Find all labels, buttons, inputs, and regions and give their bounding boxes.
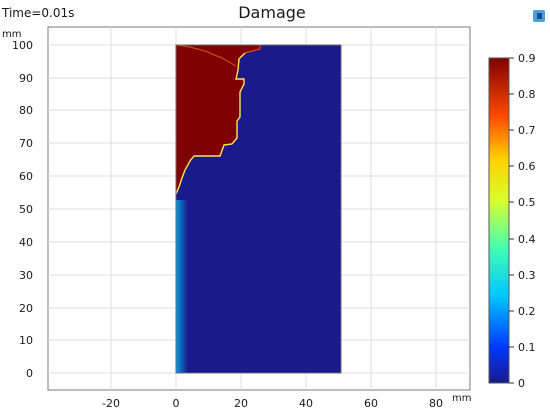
colorbar-tick-label: 0.3	[518, 269, 536, 282]
colorbar-tick-label: 0	[518, 377, 525, 390]
zoom-extents-icon[interactable]	[533, 10, 545, 22]
y-tick-label: 80	[19, 104, 33, 117]
colorbar-tick-label: 0.9	[518, 52, 536, 65]
colorbar-tick-label: 0.5	[518, 196, 536, 209]
left-edge-damage-band	[176, 200, 188, 373]
colorbar-tick-label: 0.1	[518, 341, 536, 354]
x-tick-label: 40	[299, 397, 313, 410]
upper-damage-fringe	[175, 44, 237, 67]
y-tick-label: 70	[19, 137, 33, 150]
x-tick-label: 20	[234, 397, 248, 410]
x-tick-label: -20	[102, 397, 120, 410]
x-tick-label: 80	[429, 397, 443, 410]
colorbar-tick-label: 0.6	[518, 160, 536, 173]
plot-title: Damage	[238, 3, 306, 22]
damage-field	[175, 44, 342, 374]
colorbar-gradient	[488, 57, 510, 384]
colorbar-tick-label: 0.7	[518, 124, 536, 137]
y-tick-label: 30	[19, 269, 33, 282]
time-label: Time=0.01s	[1, 6, 74, 20]
y-tick-label: 0	[26, 367, 33, 380]
y-tick-label: 50	[19, 203, 33, 216]
specimen-outline	[175, 44, 342, 374]
y-axis-ticks: 100 90 80 70 60 50 40 30 20 10 0	[12, 39, 33, 380]
y-tick-label: 60	[19, 170, 33, 183]
y-tick-label: 20	[19, 302, 33, 315]
x-tick-label: 0	[173, 397, 180, 410]
y-axis-unit: mm	[2, 29, 21, 40]
y-tick-label: 100	[12, 39, 33, 52]
colorbar: 0.9 0.8 0.7 0.6 0.5 0.4 0.3 0.2 0.1 0	[488, 52, 536, 390]
crack-front-highlight	[175, 52, 246, 195]
colorbar-tick-label: 0.8	[518, 88, 536, 101]
colorbar-tick-label: 0.4	[518, 233, 536, 246]
colorbar-tick-label: 0.2	[518, 305, 536, 318]
x-axis-ticks: -20 0 20 40 60 80	[102, 397, 443, 410]
y-tick-label: 10	[19, 334, 33, 347]
x-axis-unit: mm	[452, 393, 471, 404]
x-tick-label: 60	[364, 397, 378, 410]
y-tick-label: 40	[19, 236, 33, 249]
y-tick-label: 90	[19, 72, 33, 85]
